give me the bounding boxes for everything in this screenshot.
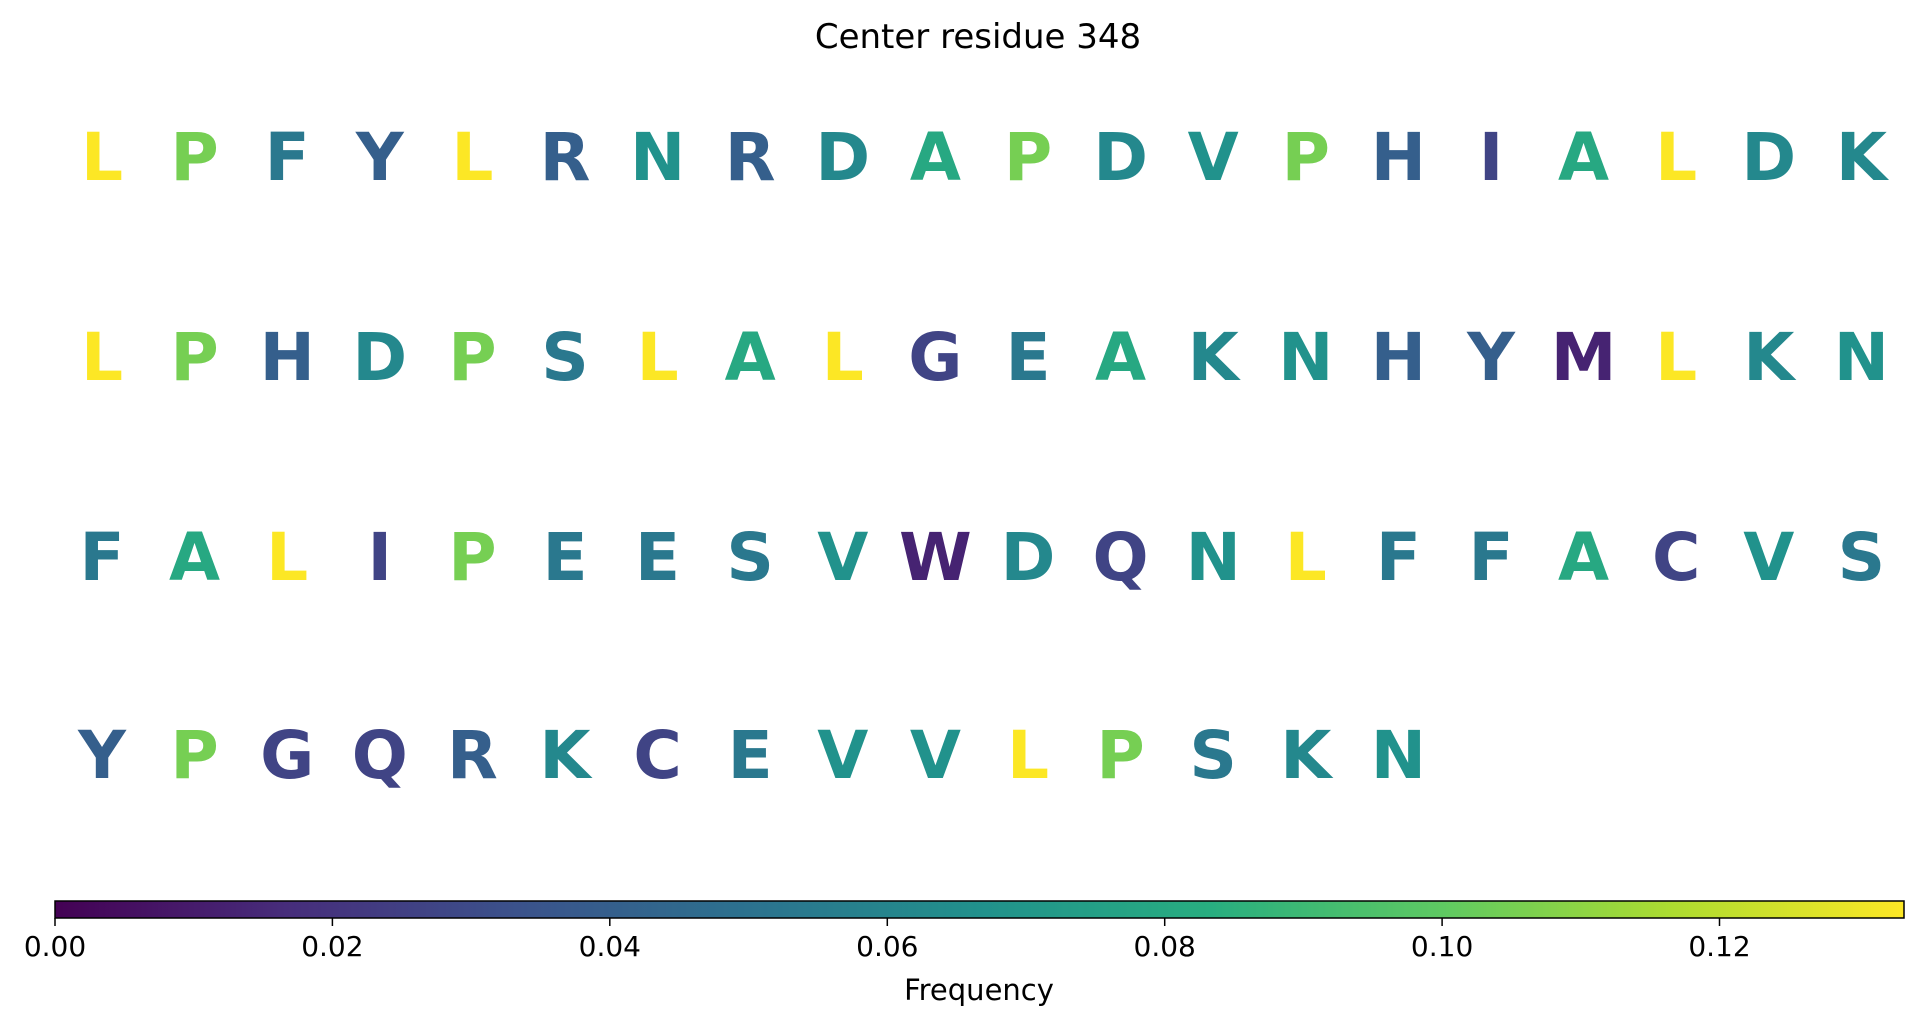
- residue-letter: A: [1095, 319, 1146, 396]
- residue-letter: N: [1186, 519, 1241, 596]
- residue-letter: A: [1558, 519, 1609, 596]
- residue-grid: L P F Y L R N R D A P D V P H I A L D KL P H D P S L A L G E A K N H Y M L K N…: [77, 119, 1890, 794]
- residue-letter: D: [352, 319, 407, 396]
- colorbar-tick-label: 0.02: [301, 930, 363, 963]
- residue-letter: M: [1551, 319, 1617, 396]
- residue-letter: P: [170, 717, 218, 794]
- residue-letter: K: [1188, 319, 1242, 396]
- residue-letter: E: [728, 717, 773, 794]
- residue-letter: R: [540, 119, 591, 196]
- residue-letter: F: [1468, 519, 1513, 596]
- residue-letter: D: [1741, 119, 1796, 196]
- colorbar: 0.00 0.02 0.04 0.06 0.08 0.10 0.12 Frequency: [24, 900, 1905, 1007]
- residue-letter: N: [630, 119, 685, 196]
- residue-letter: V: [817, 717, 868, 794]
- residue-letter: V: [817, 519, 868, 596]
- residue-letter: D: [1001, 519, 1056, 596]
- residue-letter: C: [1652, 519, 1700, 596]
- residue-letter: N: [1371, 717, 1426, 794]
- colorbar-tick-label: 0.10: [1411, 930, 1473, 963]
- residue-letter: L: [1655, 319, 1697, 396]
- residue-letter: V: [910, 717, 961, 794]
- colorbar-tick-label: 0.00: [24, 930, 86, 963]
- residue-letter: R: [447, 717, 498, 794]
- residue-letter: H: [1371, 319, 1426, 396]
- residue-letter: E: [1005, 319, 1050, 396]
- residue-letter: I: [368, 519, 393, 596]
- residue-letter: V: [1743, 519, 1794, 596]
- residue-letter: D: [815, 119, 870, 196]
- residue-letter: I: [1479, 119, 1504, 196]
- residue-letter: A: [910, 119, 961, 196]
- residue-letter: Q: [1093, 519, 1149, 596]
- residue-letter: S: [1838, 519, 1886, 596]
- residue-letter: L: [1285, 519, 1327, 596]
- residue-letter: Y: [1466, 319, 1516, 396]
- residue-letter: A: [1558, 119, 1609, 196]
- residue-letter: L: [81, 119, 123, 196]
- colorbar-tick-label: 0.04: [579, 930, 641, 963]
- residue-letter: F: [1376, 519, 1421, 596]
- residue-letter: P: [1282, 119, 1330, 196]
- residue-letter: A: [725, 319, 776, 396]
- residue-letter: L: [1655, 119, 1697, 196]
- residue-letter: H: [260, 319, 315, 396]
- residue-letter: P: [1096, 717, 1144, 794]
- residue-letter: S: [726, 519, 774, 596]
- colorbar-tick-label: 0.12: [1688, 930, 1750, 963]
- residue-letter: F: [265, 119, 310, 196]
- colorbar-label: Frequency: [904, 973, 1054, 1007]
- residue-letter: E: [542, 519, 587, 596]
- residue-letter: L: [266, 519, 308, 596]
- residue-letter: N: [1278, 319, 1333, 396]
- residue-letter: S: [541, 319, 589, 396]
- residue-letter: Y: [77, 717, 127, 794]
- residue-letter: D: [1093, 119, 1148, 196]
- residue-letter: A: [169, 519, 220, 596]
- residue-letter: R: [725, 119, 776, 196]
- residue-letter: P: [448, 519, 496, 596]
- residue-letter: F: [79, 519, 124, 596]
- residue-letter: H: [1371, 119, 1426, 196]
- residue-letter: V: [1188, 119, 1239, 196]
- residue-letter: L: [1007, 717, 1049, 794]
- residue-letter: K: [1743, 319, 1797, 396]
- residue-letter: L: [822, 319, 864, 396]
- residue-letter: S: [1189, 717, 1237, 794]
- colorbar-tick-label: 0.08: [1134, 930, 1196, 963]
- residue-letter: G: [260, 717, 314, 794]
- residue-letter: Q: [352, 717, 408, 794]
- residue-letter: L: [637, 319, 679, 396]
- residue-letter: P: [1004, 119, 1052, 196]
- residue-letter: C: [633, 717, 681, 794]
- residue-letter: L: [451, 119, 493, 196]
- residue-letter: P: [170, 119, 218, 196]
- residue-letter: N: [1834, 319, 1889, 396]
- colorbar-ticks: 0.00 0.02 0.04 0.06 0.08 0.10 0.12: [24, 918, 1751, 963]
- residue-letter: W: [899, 519, 972, 596]
- residue-letter: K: [539, 717, 593, 794]
- chart-title: Center residue 348: [815, 17, 1141, 57]
- residue-letter: P: [170, 319, 218, 396]
- residue-letter: K: [1836, 119, 1890, 196]
- residue-letter: G: [908, 319, 962, 396]
- residue-letter: K: [1280, 717, 1334, 794]
- residue-letter: L: [81, 319, 123, 396]
- colorbar-tick-label: 0.06: [856, 930, 918, 963]
- residue-letter: Y: [355, 119, 405, 196]
- colorbar-gradient: [54, 900, 1905, 919]
- residue-letter: E: [635, 519, 680, 596]
- residue-letter: P: [448, 319, 496, 396]
